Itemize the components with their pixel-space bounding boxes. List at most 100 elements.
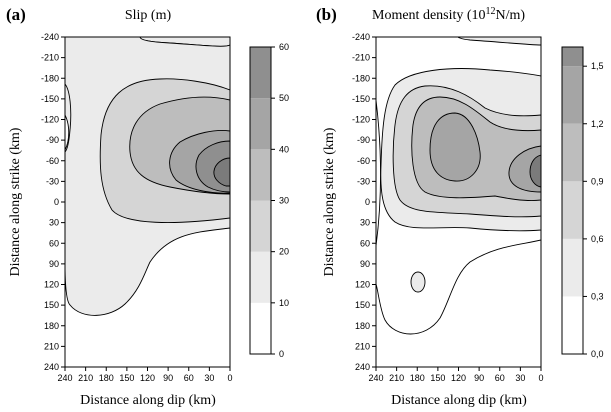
x-tick-label: 60 [184,373,194,383]
moment-outer-contour [376,239,541,335]
moment-isolated-patch [410,271,426,293]
colorbar-tick-label: 1,2 [591,119,604,129]
panel-b-colorbar: 0,0 0,3 0,6 0,9 1,2 1,5 [561,46,604,359]
x-tick-label: 150 [119,373,134,383]
x-tick-label: 150 [430,373,445,383]
panel-a-axes: 240 210 180 150 120 90 60 30 0 -240 -210 -180 -150 -1… [41,32,233,383]
moment-top-contour [457,37,541,46]
y-tick-label: 30 [49,218,59,228]
panel-a-colorbar: 0 10 20 30 40 50 60 [249,42,289,359]
colorbar-tick-label: 10 [279,298,289,308]
colorbar-tick-label: 50 [279,93,289,103]
colorbar-band [250,200,271,252]
colorbar-tick-label: 0,0 [591,349,604,359]
panel-b-xlabel: Distance along dip (km) [391,393,527,408]
y-tick-label: -150 [352,94,370,104]
panel-b-label: (b) [316,5,337,24]
x-tick-label: 210 [78,373,93,383]
colorbar-band [562,238,583,297]
panel-b-title-main: Moment density (10 [372,8,486,23]
x-tick-label: 60 [495,373,505,383]
x-tick-label: 240 [57,373,72,383]
colorbar-tick-label: 0,6 [591,234,604,244]
x-tick-label: 180 [410,373,425,383]
x-tick-label: 240 [368,373,383,383]
y-tick-label: -240 [41,32,59,42]
y-tick-label: 0 [365,197,370,207]
y-tick-label: 210 [355,341,370,351]
moment-edge-contour [376,99,381,247]
colorbar-band [562,296,583,354]
colorbar-tick-label: 0 [279,349,284,359]
y-tick-label: -90 [46,135,59,145]
colorbar-frame [561,46,584,355]
panel-b-title-tail: N/m) [496,8,526,23]
x-tick-label: 120 [451,373,466,383]
y-tick-label: -120 [41,115,59,125]
colorbar-band [562,66,583,124]
colorbar-band [562,123,583,182]
y-tick-label: 120 [355,280,370,290]
colorbar-tick-label: 1,5 [591,61,604,71]
y-tick-label: 90 [49,259,59,269]
panel-b: (b) Moment density (1012N/m) 240 210 1 [316,5,604,408]
y-tick-label: 90 [360,259,370,269]
y-tick-label: -150 [41,94,59,104]
y-tick-label: 30 [360,218,370,228]
panel-a-ylabel: Distance along strike (km) [8,127,23,276]
y-tick-label: -60 [357,156,370,166]
slip-edge-contour [65,83,72,153]
y-tick-label: -180 [41,73,59,83]
y-tick-label: 180 [355,321,370,331]
colorbar-tick-label: 0,3 [591,291,604,301]
slip-region-55 [213,157,230,187]
y-tick-label: -210 [352,53,370,63]
y-tick-label: 210 [44,341,59,351]
x-tick-label: 210 [389,373,404,383]
colorbar-tick-label: 0,9 [591,176,604,186]
panel-a: (a) Slip (m) 240 210 180 150 120 90 60 30 0 -240 -… [6,5,289,408]
colorbar-band [562,181,583,239]
panel-b-axes: 240 210 180 150 120 90 60 30 0 -240 -210 -180 -150 -1… [352,32,544,383]
colorbar-tick-label: 30 [279,196,289,206]
x-tick-label: 90 [163,373,173,383]
colorbar-band [250,98,271,150]
panel-b-contour-fills [376,37,541,335]
colorbar-band [250,149,271,201]
y-tick-label: -30 [46,176,59,186]
panel-a-label: (a) [6,5,26,24]
y-tick-label: 150 [44,300,59,310]
x-tick-label: 0 [538,373,543,383]
y-tick-label: -90 [357,135,370,145]
x-tick-label: 30 [515,373,525,383]
colorbar-tick-label: 40 [279,144,289,154]
y-tick-label: 0 [54,197,59,207]
y-tick-label: 240 [44,362,59,372]
y-tick-label: 240 [355,362,370,372]
y-tick-label: -30 [357,176,370,186]
panel-b-title-sup: 12 [486,6,496,17]
x-tick-label: 120 [140,373,155,383]
y-tick-label: -240 [352,32,370,42]
y-tick-label: -60 [46,156,59,166]
panel-b-title: Moment density (1012N/m) [372,6,525,23]
colorbar-band [250,302,271,354]
colorbar-tick-label: 60 [279,42,289,52]
y-tick-label: -120 [352,115,370,125]
panel-a-contour-fills [65,37,230,316]
colorbar-band [250,251,271,303]
y-tick-label: -180 [352,73,370,83]
x-tick-label: 30 [204,373,214,383]
y-tick-label: 150 [355,300,370,310]
colorbar-band [250,47,271,99]
moment-region-12-left [429,112,481,182]
colorbar-tick-label: 20 [279,247,289,257]
panel-a-title: Slip (m) [125,8,172,23]
y-tick-label: -210 [41,53,59,63]
x-tick-label: 90 [474,373,484,383]
colorbar-band [562,47,583,67]
y-tick-label: 120 [44,280,59,290]
y-tick-label: 60 [49,238,59,248]
